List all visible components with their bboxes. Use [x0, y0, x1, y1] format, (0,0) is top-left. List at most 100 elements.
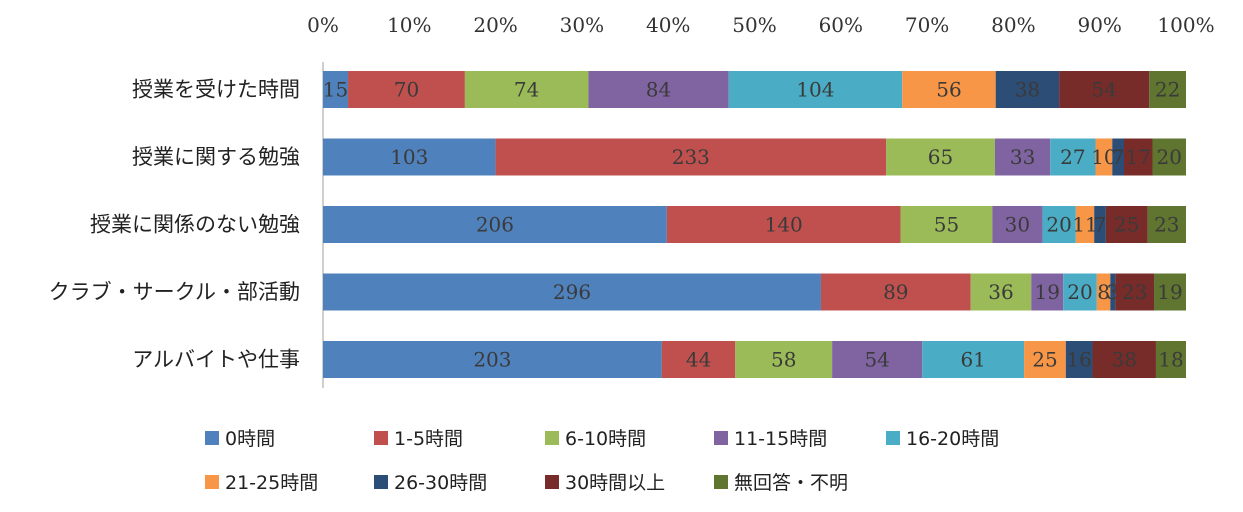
data-label: 18 — [1158, 348, 1183, 372]
category-label: クラブ・サークル・部活動 — [49, 280, 300, 304]
bar-segment — [1042, 206, 1076, 243]
bar-segment — [922, 341, 1025, 378]
x-tick-label: 80% — [991, 13, 1035, 37]
bar-segment — [902, 71, 996, 108]
data-label: 54 — [864, 348, 889, 372]
bar-segment — [994, 138, 1051, 176]
legend-swatch — [714, 475, 728, 489]
legend-swatch — [374, 475, 388, 489]
data-label: 15 — [323, 78, 348, 102]
category-label: 授業に関係のない勉強 — [90, 213, 300, 237]
x-tick-label: 40% — [646, 13, 690, 37]
data-label: 20 — [1046, 213, 1071, 237]
bar-segment — [1094, 206, 1106, 243]
x-tick-label: 100% — [1157, 13, 1214, 37]
legend-label: 6-10時間 — [565, 428, 646, 450]
bar-segment — [970, 273, 1032, 311]
legend-label: 30時間以上 — [565, 472, 665, 494]
data-label: 7 — [1112, 145, 1125, 169]
data-label: 296 — [553, 280, 591, 304]
bar-segment — [1115, 273, 1155, 311]
data-label: 38 — [1015, 78, 1040, 102]
data-label: 70 — [394, 78, 419, 102]
bar-segment — [886, 138, 995, 176]
x-tick-label: 10% — [387, 13, 431, 37]
data-label: 27 — [1060, 145, 1085, 169]
data-label: 30 — [1005, 213, 1030, 237]
bar-segment — [1024, 341, 1066, 378]
x-tick-label: 0% — [307, 13, 339, 37]
category-label: 授業に関する勉強 — [132, 145, 300, 169]
bar-segment — [323, 138, 496, 176]
data-label: 61 — [960, 348, 985, 372]
bar-segment — [323, 206, 667, 243]
bar-segment — [588, 71, 729, 108]
bar-segment — [1059, 71, 1150, 108]
data-label: 22 — [1155, 78, 1180, 102]
bar-segment — [1105, 206, 1148, 243]
data-label: 54 — [1091, 78, 1116, 102]
x-tick-label: 70% — [905, 13, 949, 37]
x-tick-label: 50% — [732, 13, 776, 37]
data-label: 33 — [1010, 145, 1035, 169]
data-label: 36 — [988, 280, 1013, 304]
legend-swatch — [205, 475, 219, 489]
x-tick-label: 90% — [1077, 13, 1121, 37]
data-label: 11 — [1072, 213, 1097, 237]
bar-segment — [992, 206, 1043, 243]
bar-segment — [1031, 273, 1064, 311]
data-label: 25 — [1114, 213, 1139, 237]
bar-segment — [323, 71, 349, 108]
data-label: 8 — [1097, 280, 1110, 304]
legend-swatch — [714, 431, 728, 445]
x-tick-label: 30% — [560, 13, 604, 37]
data-label: 203 — [473, 348, 511, 372]
legend-label: 26-30時間 — [394, 472, 487, 494]
data-label: 20 — [1067, 280, 1092, 304]
data-label: 74 — [514, 78, 539, 102]
bar-segment — [666, 206, 901, 243]
bar-segment — [1112, 138, 1124, 176]
data-label: 56 — [936, 78, 961, 102]
legend-swatch — [545, 431, 559, 445]
data-label: 55 — [934, 213, 959, 237]
data-label: 19 — [1157, 280, 1182, 304]
legend-label: 16-20時間 — [906, 428, 999, 450]
legend-swatch — [545, 475, 559, 489]
data-label: 104 — [796, 78, 834, 102]
x-axis-ticks: 0% 10% 20% 30% 40% 50% 60% 70% 80% 90% 100% — [307, 13, 1214, 37]
x-tick-label: 60% — [819, 13, 863, 37]
x-tick-label: 20% — [473, 13, 517, 37]
bar-segment — [900, 206, 993, 243]
bar-segment — [1063, 273, 1097, 311]
legend-label: 11-15時間 — [734, 428, 827, 450]
bar-segment — [995, 71, 1060, 108]
bar-segment — [735, 341, 833, 378]
data-label: 65 — [928, 145, 953, 169]
category-label: 授業を受けた時間 — [132, 78, 300, 102]
legend-label: 1-5時間 — [394, 428, 463, 450]
data-label: 38 — [1112, 348, 1137, 372]
legend-label: 0時間 — [225, 428, 275, 450]
data-label: 19 — [1034, 280, 1059, 304]
bar-segment — [1075, 206, 1095, 243]
bar-segment — [1152, 138, 1186, 176]
bar-segment — [1050, 138, 1096, 176]
data-label: 16 — [1066, 348, 1091, 372]
bar-segment — [323, 341, 662, 378]
bar-segment — [464, 71, 589, 108]
data-label: 44 — [686, 348, 711, 372]
legend-label: 21-25時間 — [225, 472, 318, 494]
data-label: 25 — [1032, 348, 1057, 372]
bar-segment — [323, 273, 821, 311]
data-label: 20 — [1157, 145, 1182, 169]
category-labels: 授業を受けた時間授業に関する勉強授業に関係のない勉強クラブ・サークル・部活動アル… — [49, 78, 300, 372]
data-label: 103 — [390, 145, 428, 169]
data-label: 233 — [672, 145, 710, 169]
data-label: 140 — [765, 213, 803, 237]
bar-segment — [1155, 341, 1186, 378]
data-label: 23 — [1154, 213, 1179, 237]
bar-segment — [1110, 273, 1116, 311]
